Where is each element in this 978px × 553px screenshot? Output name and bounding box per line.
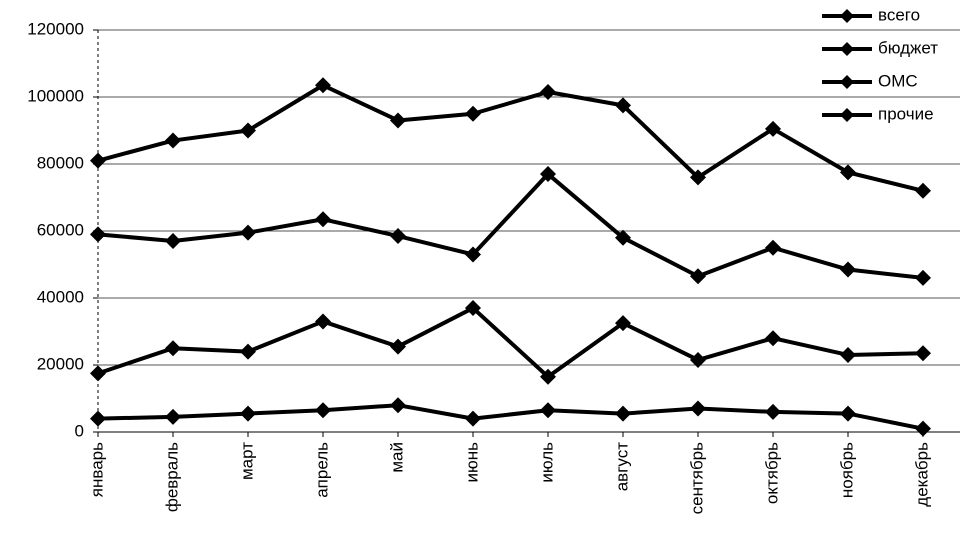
x-tick-label: август [612,442,631,491]
data-point [915,269,931,286]
data-point [165,233,181,250]
data-point [315,402,331,419]
x-tick-label: апрель [312,442,331,498]
data-point [390,228,406,245]
data-point [690,351,706,368]
data-point [690,169,706,186]
data-point [840,261,856,278]
series-line [97,83,924,193]
y-tick-label: 60000 [37,220,84,239]
data-point [90,226,106,243]
data-point [240,343,256,360]
legend-label: бюджет [878,38,938,57]
y-tick-label: 40000 [37,287,84,306]
y-tick-label: 0 [75,421,84,440]
data-point [840,164,856,181]
data-point [615,405,631,422]
x-tick-label: октябрь [762,442,781,504]
data-point [915,182,931,199]
data-point [540,83,556,100]
data-point [465,105,481,122]
data-point [690,268,706,285]
x-tick-label: февраль [162,442,181,512]
data-point [615,315,631,332]
data-point [540,402,556,419]
data-point [465,410,481,427]
data-point [240,224,256,241]
data-point [390,338,406,355]
data-point [315,211,331,228]
data-point [90,365,106,382]
x-tick-label: декабрь [912,442,931,507]
legend-label: всего [878,5,920,24]
data-point [315,77,331,94]
y-tick-label: 80000 [37,153,84,172]
data-point [765,403,781,420]
data-point [540,166,556,183]
legend-marker [840,9,854,23]
data-point [615,229,631,246]
data-point [765,330,781,347]
x-tick-label: июль [537,442,556,483]
data-point [765,239,781,256]
x-tick-label: май [387,442,406,473]
data-point [240,405,256,422]
data-point [465,300,481,317]
x-tick-label: март [237,442,256,480]
legend-marker [840,75,854,89]
data-point [315,313,331,330]
data-point [765,120,781,137]
legend-label: прочие [878,104,934,123]
legend-marker [840,108,854,122]
data-point [690,400,706,417]
y-tick-label: 20000 [37,354,84,373]
data-point [840,405,856,422]
data-point [165,132,181,149]
x-tick-label: сентябрь [687,442,706,515]
data-point [915,345,931,362]
data-point [90,410,106,427]
data-point [540,368,556,385]
data-point [165,340,181,357]
data-point [615,97,631,114]
data-point [915,420,931,437]
data-point [390,397,406,414]
legend-marker [840,42,854,56]
legend-label: ОМС [878,71,918,90]
y-tick-label: 120000 [27,19,84,38]
series-line [97,306,924,379]
series-line [97,403,924,431]
y-tick-label: 100000 [27,86,84,105]
x-tick-label: январь [87,442,106,497]
data-point [390,112,406,129]
data-point [90,152,106,169]
data-point [840,346,856,363]
series-line [97,172,924,280]
data-point [165,408,181,425]
data-point [465,246,481,263]
x-tick-label: июнь [462,442,481,483]
data-point [240,122,256,139]
x-tick-label: ноябрь [837,442,856,498]
